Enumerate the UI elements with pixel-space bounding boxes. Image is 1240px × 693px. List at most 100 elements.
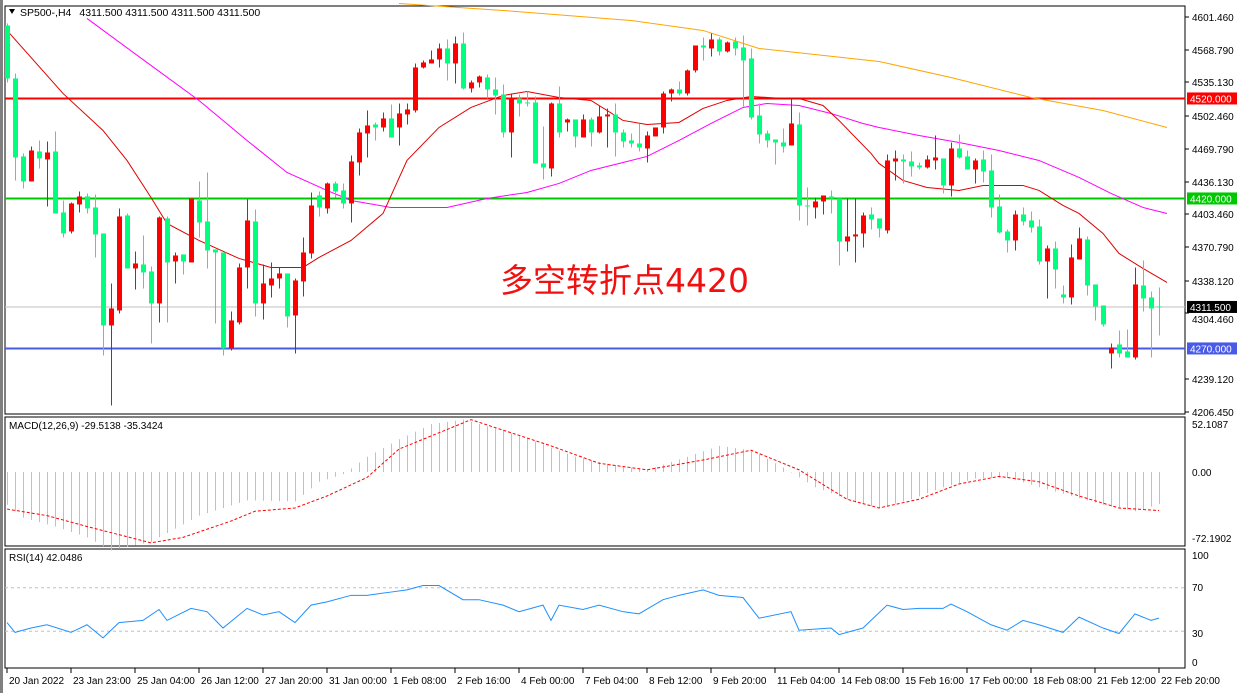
candle-body — [733, 41, 738, 49]
candle-body — [965, 156, 970, 170]
candle-body — [989, 170, 994, 208]
candle — [805, 187, 810, 226]
candle-body — [605, 114, 610, 117]
candle-body — [613, 114, 618, 133]
candle-body — [805, 205, 810, 207]
candle-body — [653, 127, 658, 137]
price-tick-label: 4403.460 — [1192, 210, 1234, 221]
candle-body — [77, 196, 82, 205]
macd-panel[interactable] — [4, 416, 1186, 547]
candle — [413, 63, 418, 113]
candle-body — [29, 150, 34, 182]
candle-body — [597, 116, 602, 133]
time-tick-label: 20 Jan 2022 — [9, 676, 64, 687]
candle — [1037, 219, 1042, 265]
candle-body — [181, 254, 186, 262]
candle — [221, 252, 226, 356]
candle — [605, 108, 610, 148]
triangle-down-icon[interactable] — [9, 9, 15, 14]
candle-body — [469, 82, 474, 89]
candle-body — [1141, 285, 1146, 299]
candle — [389, 104, 394, 138]
symbol-label: SP500-,H4 — [20, 7, 72, 19]
candle — [685, 69, 690, 96]
candle — [133, 251, 138, 290]
candle-body — [509, 99, 514, 133]
candle — [941, 158, 946, 194]
candle — [989, 154, 994, 218]
candle — [557, 86, 562, 138]
candle-body — [1045, 248, 1050, 262]
candle-body — [781, 142, 786, 147]
candle-body — [693, 45, 698, 71]
candle — [373, 122, 378, 141]
candle — [245, 199, 250, 289]
candle — [725, 41, 730, 53]
time-tick-label: 2 Feb 16:00 — [457, 676, 511, 687]
candle-body — [773, 139, 778, 143]
candle — [1077, 227, 1082, 260]
candle-body — [205, 221, 210, 251]
candle-body — [493, 89, 498, 96]
candle-body — [669, 89, 674, 94]
candle-body — [997, 206, 1002, 233]
candle-body — [1117, 344, 1122, 354]
candle-body — [1061, 294, 1066, 298]
candle-body — [101, 233, 106, 326]
candle — [573, 119, 578, 148]
time-tick-label: 1 Feb 08:00 — [393, 676, 447, 687]
candle-body — [421, 62, 426, 68]
price-level-tag-label: 4520.000 — [1190, 94, 1232, 105]
time-tick-label: 17 Feb 00:00 — [969, 676, 1028, 687]
candle-body — [309, 205, 314, 254]
price-level-tag — [1187, 192, 1237, 205]
candle-body — [1157, 306, 1162, 308]
candle-body — [45, 152, 50, 160]
candle — [581, 114, 586, 138]
candle — [909, 151, 914, 177]
candle-body — [757, 115, 762, 135]
candle-body — [557, 103, 562, 133]
candle — [1157, 287, 1162, 336]
candle — [437, 43, 442, 68]
candle — [453, 36, 458, 84]
candle-body — [325, 183, 330, 209]
rsi-panel[interactable] — [4, 548, 1186, 669]
candle — [1133, 267, 1138, 360]
candle-body — [845, 236, 850, 242]
candle-body — [85, 196, 90, 209]
candle — [21, 153, 26, 189]
candle-body — [541, 163, 546, 168]
candle-body — [485, 77, 490, 90]
macd-tick-label: -72.1902 — [1192, 534, 1232, 545]
main-price-panel[interactable] — [4, 5, 1186, 415]
candle-body — [5, 25, 10, 79]
candle — [957, 134, 962, 159]
price-tick-label: 4568.790 — [1192, 46, 1234, 57]
candle-body — [373, 124, 378, 128]
candle — [813, 197, 818, 219]
price-tick-label: 4338.120 — [1192, 277, 1234, 288]
candle-body — [133, 263, 138, 269]
candle-body — [21, 156, 26, 182]
candle — [1109, 343, 1114, 369]
candle — [1029, 211, 1034, 233]
candle-body — [637, 143, 642, 148]
candle-body — [157, 217, 162, 304]
candle-body — [293, 280, 298, 316]
candle — [349, 155, 354, 223]
candle — [149, 266, 154, 344]
candle-body — [197, 200, 202, 223]
macd-series-layer — [6, 419, 1160, 551]
candle — [1101, 305, 1106, 327]
candle — [525, 91, 530, 107]
candle-body — [429, 59, 434, 64]
candle — [181, 254, 186, 275]
time-tick-label: 21 Feb 12:00 — [1097, 676, 1156, 687]
candle — [629, 133, 634, 148]
candle — [829, 190, 834, 214]
candle — [165, 216, 170, 323]
candle-body — [397, 113, 402, 128]
candle-body — [245, 220, 250, 268]
